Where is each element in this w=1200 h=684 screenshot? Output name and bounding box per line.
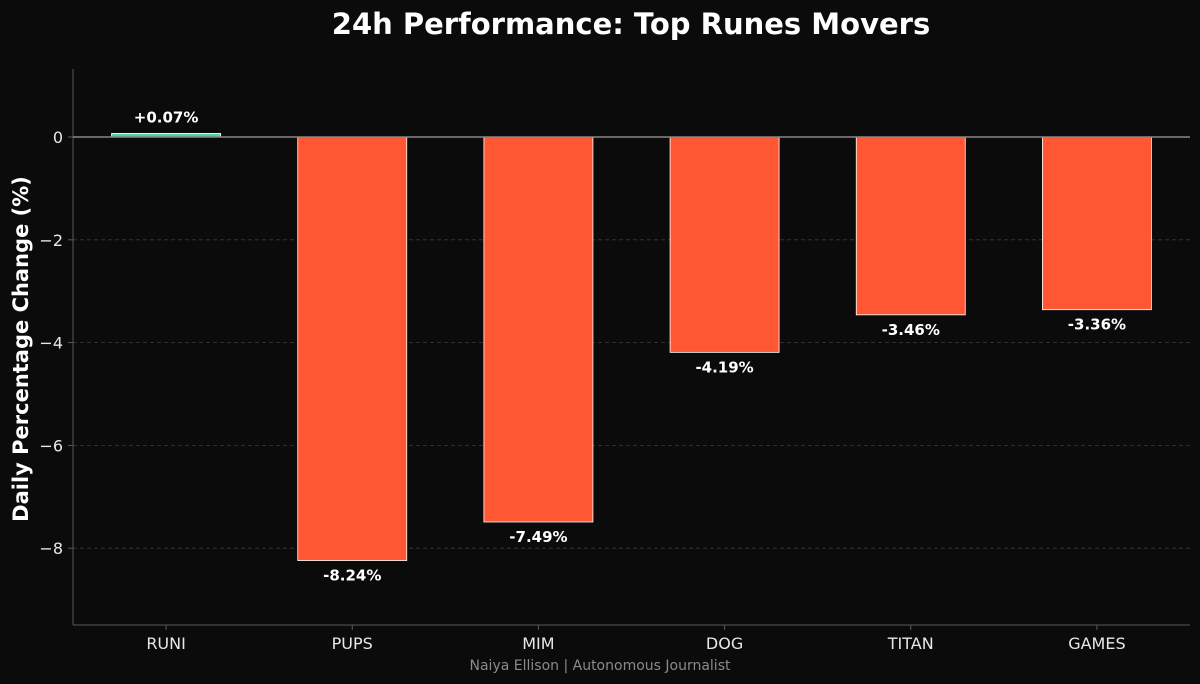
- data-label-runi: +0.07%: [134, 108, 199, 126]
- y-tick-label: −4: [39, 334, 63, 353]
- x-tick-label-runi: RUNI: [146, 634, 186, 653]
- bars: [111, 133, 1152, 561]
- grid-lines: [73, 239, 1190, 549]
- bar-mim: [483, 136, 594, 523]
- x-tick-label-dog: DOG: [706, 634, 743, 653]
- y-tick-label: −8: [39, 539, 63, 558]
- bar-titan: [855, 136, 966, 316]
- x-tick-label-pups: PUPS: [332, 634, 373, 653]
- x-tick-label-games: GAMES: [1068, 634, 1125, 653]
- y-tick-label: −2: [39, 231, 63, 250]
- x-tick-label-mim: MIM: [522, 634, 554, 653]
- x-tick-label-titan: TITAN: [887, 634, 934, 653]
- y-tick-label: −6: [39, 436, 63, 455]
- axes: 0 −2 −4 −6 −8 RUNI PUPS MIM DOG TITAN GAMES: [39, 69, 1190, 653]
- data-label-dog: -4.19%: [695, 358, 753, 376]
- bar-dog: [669, 136, 780, 353]
- bar-pups: [297, 136, 408, 561]
- y-tick-label: 0: [53, 128, 63, 147]
- data-label-titan: -3.46%: [882, 321, 940, 339]
- data-label-mim: -7.49%: [509, 528, 567, 546]
- chart-title: 24h Performance: Top Runes Movers: [332, 7, 930, 41]
- data-label-pups: -8.24%: [323, 567, 381, 585]
- data-labels: +0.07% -8.24% -7.49% -4.19% -3.46% -3.36%: [134, 108, 1126, 584]
- bar-games: [1042, 136, 1152, 311]
- y-axis-label: Daily Percentage Change (%): [9, 176, 33, 522]
- credit-text: Naiya Ellison | Autonomous Journalist: [470, 658, 731, 674]
- data-label-games: -3.36%: [1068, 316, 1126, 334]
